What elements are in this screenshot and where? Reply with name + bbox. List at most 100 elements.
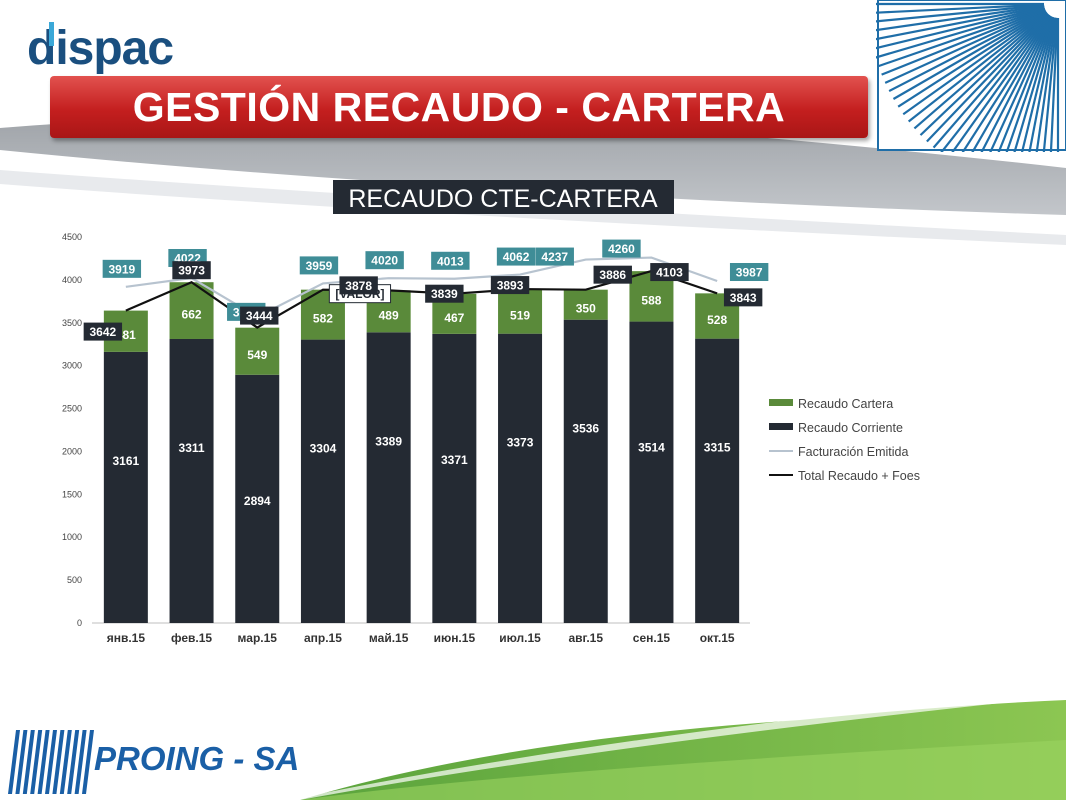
burst-ray — [876, 4, 1045, 32]
burst-ray — [951, 14, 1051, 152]
logo-stripe — [82, 730, 94, 794]
burst-ray — [888, 9, 1047, 93]
slide-title: GESTIÓN RECAUDO - CARTERA — [50, 76, 868, 138]
y-tick-label: 1000 — [62, 532, 82, 542]
logo-stripe — [15, 730, 28, 794]
data-label-total: 3893 — [497, 279, 524, 293]
bar-recaudo-corriente — [498, 333, 543, 623]
burst-ray — [932, 13, 1050, 149]
x-tick-label: июл.15 — [499, 631, 541, 645]
x-tick-label: фев.15 — [171, 631, 212, 645]
burst-ray — [876, 3, 1045, 14]
legend-label: Recaudo Corriente — [798, 421, 903, 435]
data-label-recaudo-corriente: 3161 — [112, 454, 139, 468]
burst-ray — [876, 6, 1045, 59]
data-label-recaudo-corriente: 3373 — [507, 436, 534, 450]
data-label-total-box — [593, 265, 632, 284]
burst-ray — [940, 14, 1051, 152]
data-label-recaudo-corriente: 3311 — [179, 441, 205, 455]
logo-stripe — [8, 730, 20, 794]
logo-stripe — [37, 730, 50, 794]
y-axis: 0 500 1000 1500 2000 2500 3000 3500 4000 4500 — [62, 232, 82, 628]
x-tick-label: июн.15 — [434, 631, 476, 645]
data-label-recaudo-cartera: 549 — [247, 348, 267, 362]
y-tick-label: 3000 — [62, 361, 82, 371]
legend-swatch — [769, 423, 793, 430]
burst-ray — [1020, 17, 1056, 152]
bar-recaudo-corriente — [169, 338, 214, 623]
data-label-facturacion-box — [729, 263, 769, 282]
data-label-total-box — [172, 261, 211, 280]
legend-label: Recaudo Cartera — [798, 397, 893, 411]
data-label-recaudo-corriente: 3536 — [572, 422, 599, 436]
burst-ray — [881, 8, 1046, 76]
data-label-recaudo-corriente: 3371 — [441, 453, 468, 467]
burst-ray — [884, 8, 1046, 84]
logo-stripe — [45, 730, 57, 794]
burst-ray — [997, 16, 1054, 152]
burst-ray — [913, 12, 1049, 130]
burst-ray — [961, 15, 1052, 152]
data-label-facturacion-box — [365, 251, 404, 270]
x-tick-label: авг.15 — [568, 631, 603, 645]
x-tick-label: мар.15 — [238, 631, 278, 645]
burst-ray — [902, 11, 1048, 116]
burst-ray — [926, 13, 1050, 143]
data-label-recaudo-corriente: 3514 — [638, 441, 665, 455]
burst-ray — [1049, 17, 1059, 152]
x-tick-label: окт.15 — [700, 631, 735, 645]
logo-stripe — [30, 730, 43, 794]
logo-stripe — [52, 730, 65, 794]
burst-ray — [971, 15, 1052, 152]
data-label-total: 3878 — [345, 279, 372, 293]
y-tick-label: 1500 — [62, 489, 82, 499]
logo-stripe — [59, 730, 72, 794]
bar-recaudo-cartera — [498, 289, 543, 334]
data-label-recaudo-cartera: 519 — [510, 308, 530, 322]
burst-ray — [878, 7, 1046, 68]
data-label-facturacion: 4013 — [437, 254, 464, 268]
chart-title-group: RECAUDO CTE-CARTERA — [333, 180, 674, 214]
burst-ray — [907, 11, 1048, 123]
proing-logo — [8, 730, 94, 794]
bar-recaudo-corriente — [366, 332, 411, 623]
data-label-total-box — [339, 276, 378, 295]
data-label-recaudo-cartera: 489 — [379, 308, 399, 322]
bar-recaudo-corriente — [563, 319, 608, 623]
legend-label: Total Recaudo + Foes — [798, 469, 920, 483]
data-label-facturacion-box — [102, 259, 142, 278]
data-label-recaudo-corriente: 3304 — [310, 442, 337, 456]
bar-recaudo-cartera — [563, 289, 608, 320]
data-label-facturacion-box — [535, 247, 574, 266]
data-label-recaudo-cartera: 582 — [313, 312, 333, 326]
chart-title-box — [333, 180, 674, 214]
data-label-facturacion: 4237 — [541, 250, 568, 264]
data-label-total: 3444 — [246, 309, 273, 323]
burst-ray — [876, 4, 1045, 23]
x-tick-label: апр.15 — [304, 631, 342, 645]
bar-recaudo-corriente — [103, 351, 148, 623]
burst-ray — [1013, 17, 1056, 152]
data-label-facturacion: 4062 — [503, 250, 530, 264]
label-layer: 3161481331166228945493304582338948933714… — [83, 239, 769, 508]
y-tick-label: 2000 — [62, 446, 82, 456]
data-label-total: 3839 — [431, 287, 458, 301]
data-label-facturacion-box — [299, 256, 339, 275]
data-label-total: 3642 — [89, 325, 116, 339]
data-label-recaudo-cartera: 467 — [444, 311, 464, 325]
data-label-total: 3973 — [178, 264, 205, 278]
data-label-total-box — [723, 288, 763, 307]
bar-recaudo-corriente — [629, 321, 674, 623]
data-label-total-box — [490, 276, 530, 295]
bar-recaudo-corriente — [235, 374, 280, 623]
proing-logo-text: PROING - SA — [94, 740, 300, 777]
data-label-recaudo-cartera: 528 — [707, 313, 727, 327]
data-label-total-box — [425, 284, 464, 303]
logo-stripe — [22, 730, 35, 794]
x-tick-label: сен.15 — [633, 631, 671, 645]
data-label-facturacion-box — [496, 247, 536, 266]
data-label-facturacion: 3987 — [736, 266, 763, 280]
burst-ray — [980, 15, 1053, 152]
logo-stripe — [74, 730, 87, 794]
